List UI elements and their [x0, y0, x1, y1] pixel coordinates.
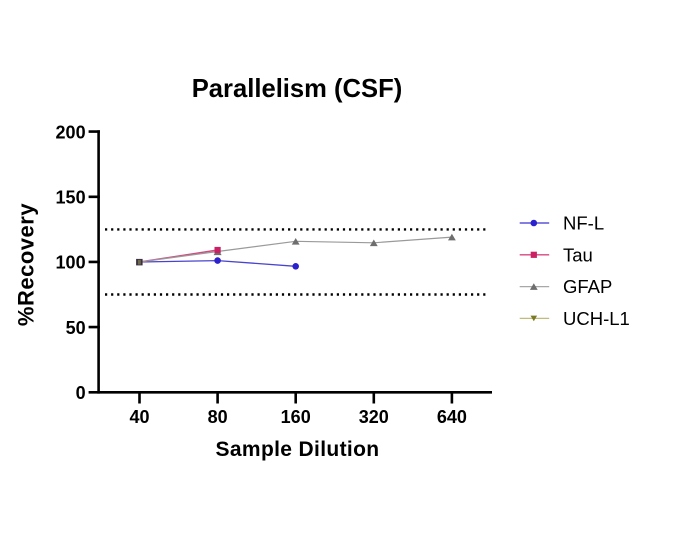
svg-text:0: 0 — [76, 383, 86, 403]
svg-text:40: 40 — [129, 407, 149, 427]
svg-text:150: 150 — [56, 188, 86, 208]
svg-text:NF-L: NF-L — [563, 213, 604, 234]
svg-text:Tau: Tau — [563, 244, 593, 265]
svg-text:50: 50 — [66, 318, 86, 338]
svg-text:GFAP: GFAP — [563, 276, 612, 297]
svg-text:Parallelism (CSF): Parallelism (CSF) — [192, 75, 403, 103]
svg-text:160: 160 — [281, 407, 311, 427]
svg-text:UCH-L1: UCH-L1 — [563, 308, 630, 329]
svg-text:80: 80 — [208, 407, 228, 427]
svg-text:640: 640 — [437, 407, 467, 427]
svg-text:200: 200 — [56, 122, 86, 142]
svg-text:%Recovery: %Recovery — [14, 203, 39, 326]
svg-text:320: 320 — [359, 407, 389, 427]
svg-text:Sample Dilution: Sample Dilution — [216, 438, 380, 461]
svg-text:100: 100 — [56, 253, 86, 273]
